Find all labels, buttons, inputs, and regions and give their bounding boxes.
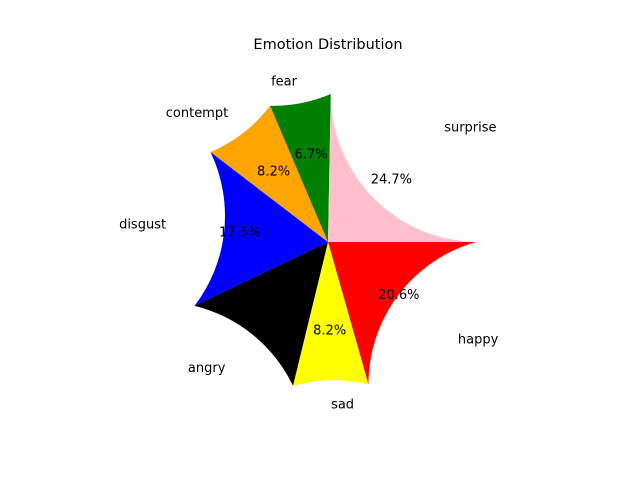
slice-label-disgust: disgust bbox=[119, 218, 166, 233]
pct-label-surprise: 24.7% bbox=[371, 172, 412, 187]
slice-label-sad: sad bbox=[331, 397, 354, 412]
pie-slice-sad bbox=[292, 242, 369, 386]
slice-label-angry: angry bbox=[188, 361, 226, 376]
pct-label-sad: 8.2% bbox=[313, 323, 346, 338]
pie-slice-surprise bbox=[328, 94, 476, 242]
slice-label-contempt: contempt bbox=[166, 106, 228, 121]
pct-label-disgust: 17.5% bbox=[219, 225, 260, 240]
chart-title: Emotion Distribution bbox=[253, 37, 402, 53]
pie-slice-angry bbox=[194, 242, 328, 386]
pct-label-contempt: 8.2% bbox=[257, 164, 290, 179]
pie-slice-contempt bbox=[210, 105, 328, 242]
pie-slice-disgust bbox=[194, 152, 328, 306]
slice-label-happy: happy bbox=[458, 333, 499, 348]
slice-label-surprise: surprise bbox=[444, 120, 496, 135]
pct-label-fear: 6.7% bbox=[295, 147, 328, 162]
pie-slices bbox=[194, 94, 476, 386]
slice-label-fear: fear bbox=[271, 75, 298, 90]
pie-slice-happy bbox=[328, 242, 476, 385]
pct-label-happy: 20.6% bbox=[378, 288, 419, 303]
pie-slice-fear bbox=[270, 94, 331, 242]
pie-labels: happy 20.6% sad 8.2% angry disgust 17.5% contem… bbox=[119, 75, 499, 413]
